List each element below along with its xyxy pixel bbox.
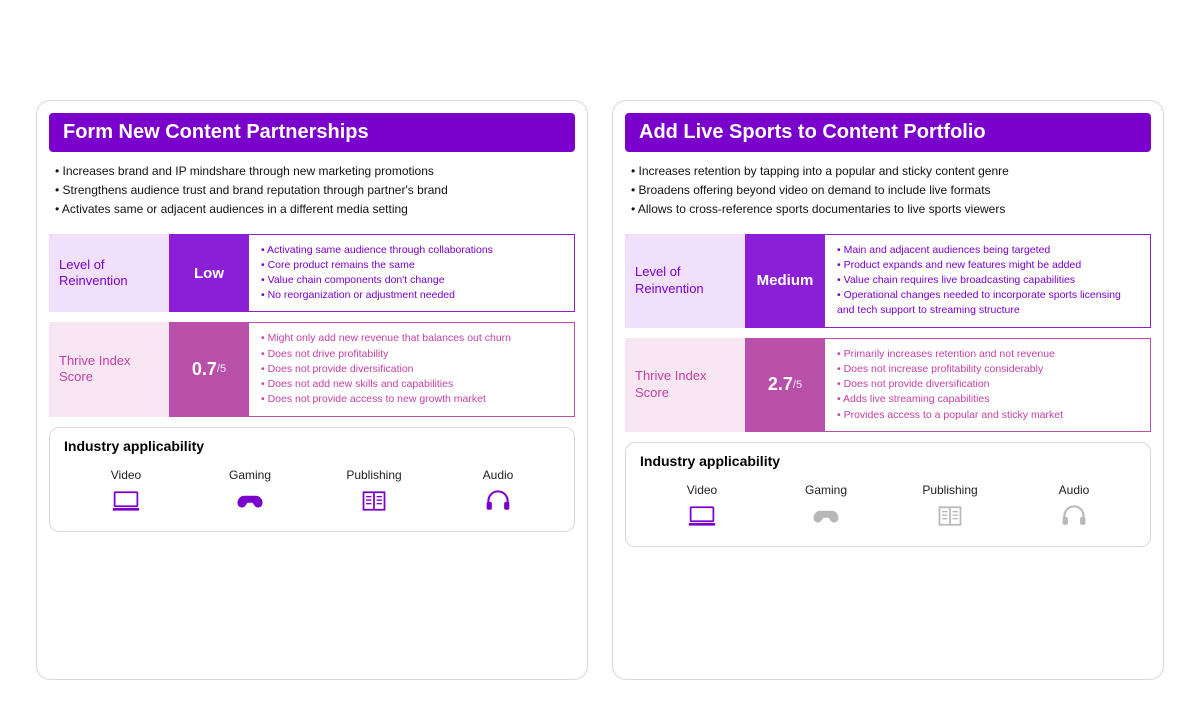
card-bullet: Increases retention by tapping into a po… — [631, 162, 1145, 181]
applicability-title: Industry applicability — [640, 453, 1136, 469]
applicability-item-gaming: Gaming — [188, 468, 312, 517]
applicability-item-publishing: Publishing — [312, 468, 436, 517]
reinvention-detail: Value chain requires live broadcasting c… — [837, 273, 1138, 288]
reinvention-value: Medium — [745, 234, 825, 328]
thrive-detail: Provides access to a popular and sticky … — [837, 408, 1138, 423]
strategy-card: Form New Content Partnerships Increases … — [36, 100, 588, 680]
reinvention-details: Activating same audience through collabo… — [249, 234, 575, 313]
applicability-label: Publishing — [312, 468, 436, 482]
reinvention-row: Level of Reinvention Medium Main and adj… — [625, 234, 1151, 328]
reinvention-detail: Operational changes needed to incorporat… — [837, 288, 1138, 318]
applicability-label: Video — [64, 468, 188, 482]
reinvention-row: Level of Reinvention Low Activating same… — [49, 234, 575, 313]
reinvention-details: Main and adjacent audiences being target… — [825, 234, 1151, 328]
applicability-grid: Video Gaming Publishing Audio — [64, 468, 560, 517]
applicability-item-audio: Audio — [436, 468, 560, 517]
applicability-label: Gaming — [764, 483, 888, 497]
card-bullets: Increases retention by tapping into a po… — [625, 152, 1151, 234]
thrive-detail: Does not drive profitability — [261, 347, 562, 362]
reinvention-detail: No reorganization or adjustment needed — [261, 288, 562, 303]
reinvention-detail: Main and adjacent audiences being target… — [837, 243, 1138, 258]
reinvention-label: Level of Reinvention — [625, 234, 745, 328]
applicability-grid: Video Gaming Publishing Audio — [640, 483, 1136, 532]
applicability-item-gaming: Gaming — [764, 483, 888, 532]
applicability-item-publishing: Publishing — [888, 483, 1012, 532]
applicability-box: Industry applicability Video Gaming Publ… — [625, 442, 1151, 547]
card-title: Form New Content Partnerships — [49, 113, 575, 152]
thrive-detail: Does not add new skills and capabilities — [261, 377, 562, 392]
thrive-score-value: 0.7 — [192, 359, 217, 380]
video-icon — [640, 505, 764, 532]
thrive-score-value: 2.7 — [768, 374, 793, 395]
thrive-detail: Does not provide diversification — [837, 377, 1138, 392]
publishing-icon — [312, 490, 436, 517]
reinvention-detail: Value chain components don't change — [261, 273, 562, 288]
thrive-detail: Does not provide diversification — [261, 362, 562, 377]
applicability-box: Industry applicability Video Gaming Publ… — [49, 427, 575, 532]
applicability-label: Audio — [436, 468, 560, 482]
reinvention-detail: Core product remains the same — [261, 258, 562, 273]
thrive-score-denom: /5 — [217, 363, 226, 375]
thrive-row: Thrive Index Score 2.7/5 Primarily incre… — [625, 338, 1151, 432]
reinvention-detail: Product expands and new features might b… — [837, 258, 1138, 273]
applicability-label: Video — [640, 483, 764, 497]
applicability-label: Publishing — [888, 483, 1012, 497]
applicability-label: Gaming — [188, 468, 312, 482]
thrive-detail: Adds live streaming capabilities — [837, 392, 1138, 407]
audio-icon — [1012, 505, 1136, 532]
thrive-details: Primarily increases retention and not re… — [825, 338, 1151, 432]
reinvention-detail: Activating same audience through collabo… — [261, 243, 562, 258]
card-bullet: Activates same or adjacent audiences in … — [55, 200, 569, 219]
card-bullet: Increases brand and IP mindshare through… — [55, 162, 569, 181]
thrive-score-denom: /5 — [793, 379, 802, 391]
card-bullet: Broadens offering beyond video on demand… — [631, 181, 1145, 200]
thrive-row: Thrive Index Score 0.7/5 Might only add … — [49, 322, 575, 416]
thrive-detail: Does not provide access to new growth ma… — [261, 392, 562, 407]
video-icon — [64, 490, 188, 517]
applicability-label: Audio — [1012, 483, 1136, 497]
applicability-item-video: Video — [640, 483, 764, 532]
thrive-detail: Primarily increases retention and not re… — [837, 347, 1138, 362]
card-bullet: Strengthens audience trust and brand rep… — [55, 181, 569, 200]
thrive-details: Might only add new revenue that balances… — [249, 322, 575, 416]
thrive-detail: Might only add new revenue that balances… — [261, 331, 562, 346]
applicability-item-video: Video — [64, 468, 188, 517]
reinvention-value: Low — [169, 234, 249, 313]
thrive-score: 2.7/5 — [745, 338, 825, 432]
publishing-icon — [888, 505, 1012, 532]
gaming-icon — [764, 505, 888, 532]
strategy-card: Add Live Sports to Content Portfolio Inc… — [612, 100, 1164, 680]
thrive-label: Thrive Index Score — [49, 322, 169, 416]
reinvention-label: Level of Reinvention — [49, 234, 169, 313]
card-bullets: Increases brand and IP mindshare through… — [49, 152, 575, 234]
audio-icon — [436, 490, 560, 517]
thrive-detail: Does not increase profitability consider… — [837, 362, 1138, 377]
applicability-item-audio: Audio — [1012, 483, 1136, 532]
thrive-score: 0.7/5 — [169, 322, 249, 416]
card-bullet: Allows to cross-reference sports documen… — [631, 200, 1145, 219]
gaming-icon — [188, 490, 312, 517]
applicability-title: Industry applicability — [64, 438, 560, 454]
card-title: Add Live Sports to Content Portfolio — [625, 113, 1151, 152]
thrive-label: Thrive Index Score — [625, 338, 745, 432]
